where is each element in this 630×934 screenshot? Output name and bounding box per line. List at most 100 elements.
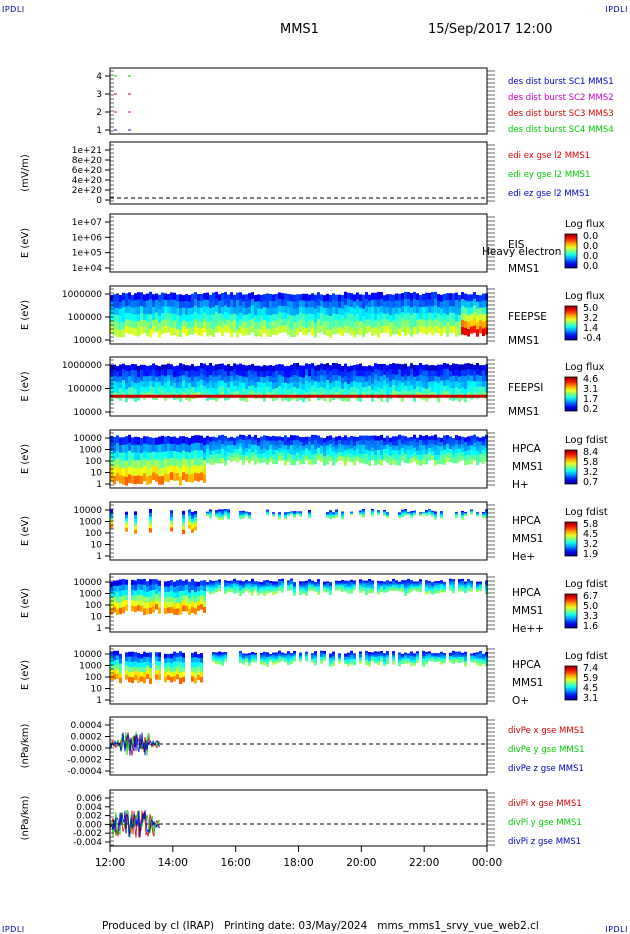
- y-tick-label: -0.002: [73, 829, 102, 839]
- y-tick-label: 10000: [73, 336, 102, 346]
- colorbar-tick-label: 4.6: [583, 374, 598, 385]
- colorbar-tick-label: 0.2: [583, 404, 598, 415]
- panel-frame: [109, 285, 488, 345]
- y-axis-label: E (eV): [20, 371, 31, 401]
- legend-entry: divPe y gse MMS1: [508, 745, 585, 755]
- corner-label-br: IPDLI: [605, 925, 628, 934]
- colorbar-tick-label: 5.8: [583, 519, 598, 530]
- panel-right-label: MMS1: [512, 605, 543, 617]
- y-tick-label: 0.004: [76, 803, 102, 813]
- colorbar-title: Log fdist: [565, 579, 608, 590]
- footer-credit: Produced by cl (IRAP) Printing date: 03/…: [102, 920, 539, 932]
- y-tick-label: 10: [91, 469, 103, 479]
- x-tick-label: 14:00: [158, 857, 188, 869]
- y-tick-label: 1000: [79, 446, 102, 456]
- legend-entry: des dist burst SC2 MMS2: [508, 93, 614, 103]
- panel-background: [110, 214, 487, 272]
- y-tick-label: 1: [96, 624, 102, 634]
- legend-entry: divPi z gse MMS1: [508, 837, 581, 847]
- colorbar-tick-label: 5.8: [583, 457, 598, 468]
- overlay-label: Heavy electron to: [482, 246, 575, 258]
- y-tick-label: 4e+20: [72, 176, 103, 186]
- y-tick-label: 100: [85, 673, 102, 683]
- panel-right-label: He++: [512, 623, 544, 635]
- y-tick-label: 100: [85, 457, 102, 467]
- panel-right-label: EIS: [508, 239, 525, 251]
- y-tick-label: 2e+20: [72, 186, 103, 196]
- colorbar: [564, 593, 578, 629]
- panel-right-label: MMS1: [508, 406, 539, 418]
- colorbar-tick-label: 5.9: [583, 673, 598, 684]
- y-tick-label: 1000: [79, 590, 102, 600]
- series-z: [109, 732, 160, 756]
- y-tick-label: 2: [96, 108, 102, 118]
- y-tick-label: 10: [91, 685, 103, 695]
- panel-frame: [109, 716, 488, 776]
- colorbar-tick-label: 0.7: [583, 477, 598, 488]
- y-axis-label: E (eV): [20, 228, 31, 258]
- panel-background: [110, 142, 487, 204]
- y-tick-label: 10000: [73, 578, 102, 588]
- colorbar-tick-label: 0.0: [583, 241, 598, 252]
- panel-feepse: 1000000 100000 10000 E (eV) FEEPSE MMS1 Log fl…: [20, 285, 605, 347]
- y-tick-label: 3: [96, 90, 102, 100]
- colorbar-tick-label: 6.7: [583, 591, 598, 602]
- panel-right-label: H+: [512, 479, 529, 491]
- legend-entry: des dist burst SC4 MMS4: [508, 125, 614, 135]
- legend-entry: des dist burst SC3 MMS3: [508, 109, 614, 119]
- panel-right-label: HPCA: [512, 443, 542, 455]
- colorbar-tick-label: -0.4: [583, 333, 602, 344]
- panel-right-label: O+: [512, 695, 529, 707]
- colorbar-title: Log fdist: [565, 651, 608, 662]
- panel-eis: 1e+07 1e+06 1e+05 1e+04 E (eV) EIS MMS1 Heavy e…: [20, 213, 605, 275]
- panel-frame: [109, 356, 488, 417]
- y-tick-label: 1: [96, 126, 102, 136]
- y-tick-label: 1e+07: [72, 218, 102, 228]
- y-tick-label: 8e+20: [72, 156, 103, 166]
- colorbar-tick-label: 3.2: [583, 539, 598, 550]
- panel-frame: [109, 429, 488, 489]
- y-tick-label: 10000: [73, 650, 102, 660]
- y-tick-label: 100000: [68, 313, 103, 323]
- panel-right-label: He+: [512, 551, 535, 563]
- colorbar-tick-label: 4.5: [583, 529, 598, 540]
- panel-right-label: MMS1: [508, 335, 539, 347]
- x-tick-label: 16:00: [221, 857, 251, 869]
- panel-frame: [109, 67, 488, 135]
- panel-right-label: FEEPSE: [508, 311, 547, 323]
- y-tick-label: 1e+06: [72, 233, 103, 243]
- y-tick-label: 10: [91, 541, 103, 551]
- y-tick-label: 1: [96, 480, 102, 490]
- y-axis-label: E (eV): [20, 300, 31, 330]
- y-axis-label: E (eV): [20, 516, 31, 546]
- colorbar-tick-label: 3.2: [583, 313, 598, 324]
- panel-feepsi: 1000000 100000 10000 E (eV) FEEPSI MMS1 Log fl…: [20, 356, 605, 418]
- panel-right-label: MMS1: [512, 461, 543, 473]
- panel-right-label: HPCA: [512, 659, 542, 671]
- y-tick-label: 10000: [73, 434, 102, 444]
- y-tick-label: 1: [96, 552, 102, 562]
- panel-frame: [109, 645, 488, 705]
- colorbar-tick-label: 7.4: [583, 663, 598, 674]
- legend-entry: divPi y gse MMS1: [508, 818, 582, 828]
- y-tick-label: 0.0000: [71, 744, 103, 754]
- y-tick-label: 0: [96, 196, 102, 206]
- y-tick-label: 1: [96, 696, 102, 706]
- colorbar-tick-label: 4.5: [583, 683, 598, 694]
- colorbar-tick-label: 0.0: [583, 251, 598, 262]
- colorbar: [564, 665, 578, 701]
- colorbar-tick-label: 1.7: [583, 394, 598, 405]
- colorbar: [564, 305, 578, 341]
- y-tick-label: 10: [91, 613, 103, 623]
- y-axis-label: (nPa/km): [20, 724, 31, 769]
- colorbar-title: Log fdist: [565, 507, 608, 518]
- y-tick-label: 100000: [68, 385, 103, 395]
- colorbar-tick-label: 3.3: [583, 611, 598, 622]
- colorbar-title: Log flux: [565, 362, 605, 373]
- panel-right-label: FEEPSI: [508, 382, 543, 394]
